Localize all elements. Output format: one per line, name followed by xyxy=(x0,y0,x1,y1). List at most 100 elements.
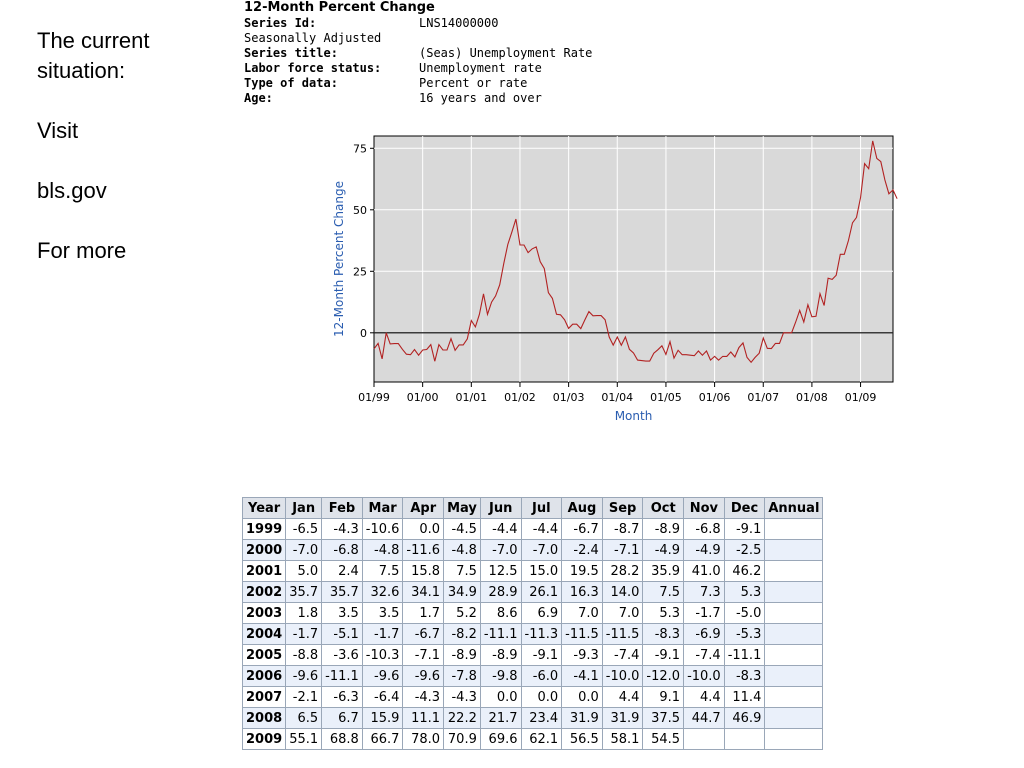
sidebar-link-text: bls.gov xyxy=(37,178,107,203)
table-cell xyxy=(764,665,824,687)
table-cell: -8.8 xyxy=(285,644,323,666)
y-axis-label: 12-Month Percent Change xyxy=(332,181,346,337)
table-cell: 62.1 xyxy=(520,728,563,750)
table-cell: 11.1 xyxy=(402,707,445,729)
table-cell: -4.3 xyxy=(402,686,445,708)
table-cell: 26.1 xyxy=(520,581,563,603)
x-tick-label: 01/99 xyxy=(358,391,390,404)
table-cell: 0.0 xyxy=(479,686,522,708)
meta-value: (Seas) Unemployment Rate xyxy=(419,46,593,60)
meta-row: Series Id: LNS14000000 xyxy=(244,16,592,31)
table-header-cell: Year xyxy=(241,497,287,519)
table-cell: 31.9 xyxy=(561,707,603,729)
table-cell: 70.9 xyxy=(443,728,481,750)
table-cell: 66.7 xyxy=(361,728,404,750)
table-cell: -10.0 xyxy=(683,665,725,687)
table-cell: -5.1 xyxy=(321,623,363,645)
table-cell: -8.9 xyxy=(443,644,481,666)
x-tick-label: 01/01 xyxy=(455,391,487,404)
sidebar-line: Visit xyxy=(37,118,79,143)
table-cell: 15.0 xyxy=(520,560,563,582)
table-year-cell: 2003 xyxy=(241,602,287,624)
table-cell: -7.1 xyxy=(601,539,644,561)
table-year-cell: 2008 xyxy=(241,707,287,729)
table-year-cell: 2009 xyxy=(241,728,287,750)
table-cell: -4.1 xyxy=(561,665,603,687)
table-cell: 3.5 xyxy=(321,602,363,624)
meta-key: Type of data: xyxy=(244,76,338,90)
table-header-cell: Jul xyxy=(520,497,563,519)
table-cell: 32.6 xyxy=(361,581,404,603)
table-cell: 7.5 xyxy=(443,560,481,582)
table-cell: -6.3 xyxy=(321,686,363,708)
table-row: 2006 -9.6 -11.1 -9.6 -9.6 -7.8 -9.8 -6.0 -4.1 -10… xyxy=(241,665,824,687)
meta-row: Series title: (Seas) Unemployment Rate xyxy=(244,46,592,61)
table-row: 2008 6.5 6.7 15.9 11.1 22.2 21.7 23.4 31.9 31.9 37… xyxy=(241,707,824,729)
table-cell: -10.3 xyxy=(361,644,404,666)
table-cell: 19.5 xyxy=(561,560,603,582)
table-header-cell: Aug xyxy=(561,497,603,519)
table-row: 2003 1.8 3.5 3.5 1.7 5.2 8.6 6.9 7.0 7.0 5.3 -1.7 -5… xyxy=(241,602,824,624)
table-header-cell: Jun xyxy=(479,497,522,519)
table-cell: -6.5 xyxy=(285,518,323,540)
table-cell: 35.7 xyxy=(285,581,323,603)
table-header-cell: Nov xyxy=(683,497,725,519)
table-cell: 7.0 xyxy=(601,602,644,624)
table-cell: 5.2 xyxy=(443,602,481,624)
table-row: 1999 -6.5 -4.3 -10.6 0.0 -4.5 -4.4 -4.4 -6.7 -8.7… xyxy=(241,518,824,540)
table-cell: 55.1 xyxy=(285,728,323,750)
table-cell: -2.4 xyxy=(561,539,603,561)
table-cell: 58.1 xyxy=(601,728,644,750)
table-cell: 23.4 xyxy=(520,707,563,729)
table-cell: -10.0 xyxy=(601,665,644,687)
sidebar-line: The current situation: xyxy=(37,28,150,83)
table-row: 2001 5.0 2.4 7.5 15.8 7.5 12.5 15.0 19.5 28.2 35.9… xyxy=(241,560,824,582)
meta-value: Percent or rate xyxy=(419,76,528,90)
table-cell: -11.5 xyxy=(601,623,644,645)
x-tick-label: 01/06 xyxy=(699,391,731,404)
table-cell: 7.5 xyxy=(642,581,685,603)
table-cell: 34.1 xyxy=(402,581,445,603)
table-cell: 41.0 xyxy=(683,560,725,582)
table-cell: 16.3 xyxy=(561,581,603,603)
table-header-cell: Jan xyxy=(285,497,323,519)
table-row: 2007 -2.1 -6.3 -6.4 -4.3 -4.3 0.0 0.0 0.0 4.4 9.1 4… xyxy=(241,686,824,708)
table-cell xyxy=(764,560,824,582)
table-cell: 4.4 xyxy=(601,686,644,708)
x-tick-label: 01/00 xyxy=(407,391,439,404)
table-cell: 28.2 xyxy=(601,560,644,582)
x-tick-label: 01/09 xyxy=(845,391,877,404)
table-cell: -8.3 xyxy=(642,623,685,645)
table-cell: 5.3 xyxy=(723,581,766,603)
table-row: 2005 -8.8 -3.6 -10.3 -7.1 -8.9 -8.9 -9.1 -9.3 -7.… xyxy=(241,644,824,666)
table-cell: -4.9 xyxy=(683,539,725,561)
table-cell: -9.6 xyxy=(402,665,445,687)
table-cell: -9.1 xyxy=(642,644,685,666)
table-header-cell: Oct xyxy=(642,497,685,519)
table-cell: -6.7 xyxy=(561,518,603,540)
table-header-row: Year Jan Feb Mar Apr May Jun Jul Aug Sep Oct Nov Dec… xyxy=(241,497,824,519)
meta-row: Type of data: Percent or rate xyxy=(244,76,592,91)
table-cell: -4.4 xyxy=(479,518,522,540)
table-cell: -11.1 xyxy=(723,644,766,666)
table-cell: -4.8 xyxy=(443,539,481,561)
table-cell: -4.3 xyxy=(443,686,481,708)
table-year-cell: 2000 xyxy=(241,539,287,561)
meta-value: LNS14000000 xyxy=(419,16,499,30)
series-line xyxy=(373,140,898,364)
table-cell: -7.8 xyxy=(443,665,481,687)
table-cell: -4.5 xyxy=(443,518,481,540)
table-cell: -9.8 xyxy=(479,665,522,687)
table-cell: -6.8 xyxy=(321,539,363,561)
table-header-cell: Feb xyxy=(321,497,363,519)
table-header-cell: Apr xyxy=(402,497,445,519)
table-year-cell: 2004 xyxy=(241,623,287,645)
table-cell: 35.7 xyxy=(321,581,363,603)
table-cell: -4.4 xyxy=(520,518,563,540)
table-cell: -8.9 xyxy=(479,644,522,666)
table-year-cell: 2005 xyxy=(241,644,287,666)
table-cell: -11.6 xyxy=(402,539,445,561)
table-cell: 0.0 xyxy=(520,686,563,708)
table-cell: 69.6 xyxy=(479,728,522,750)
table-header-cell: Annual xyxy=(764,497,824,519)
